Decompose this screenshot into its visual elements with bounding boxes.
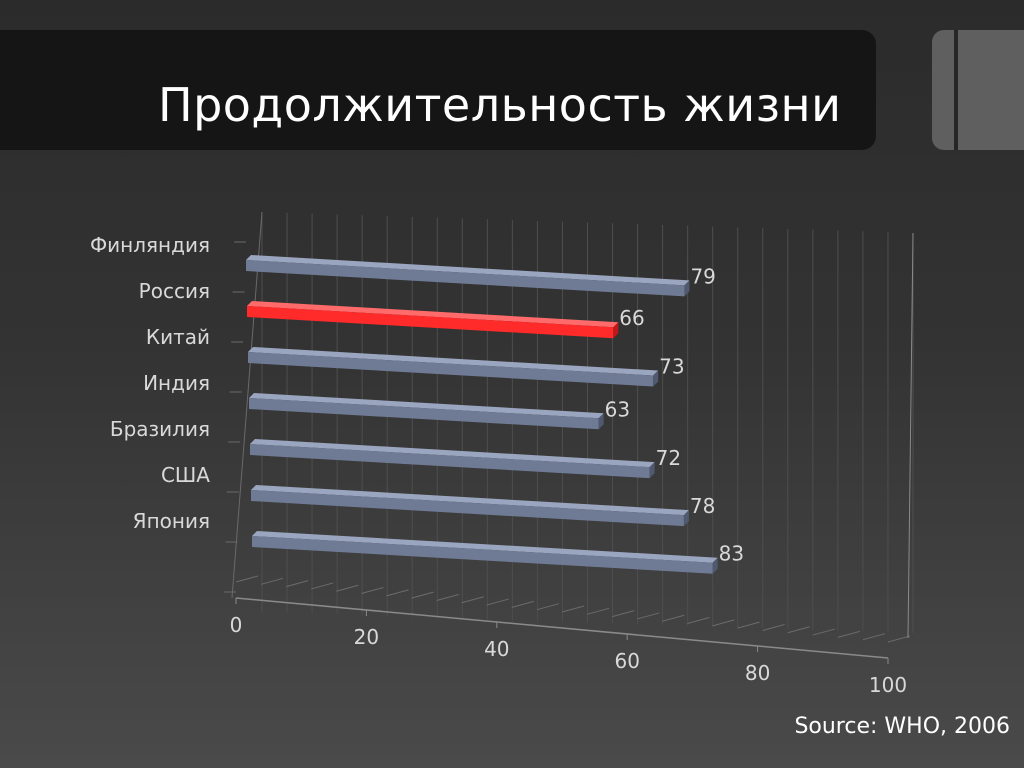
floor-gridline [662,614,685,622]
bar-top [247,301,619,328]
floor-gridline [837,630,860,638]
data-label: 73 [659,354,684,378]
category-label: Россия [139,279,210,303]
data-label: 66 [619,306,644,330]
bar [252,536,713,574]
bar-top [252,531,718,563]
bar [248,352,654,387]
x-tick-label: 60 [614,649,639,673]
floor-gridline [762,623,785,631]
x-tick-label: 80 [745,661,770,685]
decorative-block [932,30,1024,150]
bar-end [649,462,655,479]
bar [251,490,684,527]
category-label: Бразилия [110,417,210,441]
floor-gridline [612,610,635,618]
floor-gridline [812,628,835,636]
floor-gridline [386,589,409,597]
floor-gridline [411,591,434,599]
bar-highlight [247,306,614,339]
floor-gridline [436,593,459,601]
floor-gridline [311,582,334,590]
data-label: 63 [605,397,630,421]
floor-gridline [336,584,359,592]
x-tick-label: 20 [354,625,379,649]
bar-end [712,557,718,574]
floor-gridline [561,605,585,613]
floor-gridline [461,596,484,604]
bar-end [613,322,619,339]
data-label: 83 [719,542,744,566]
x-tick-label: 100 [869,673,907,697]
right-wall-edge [907,232,914,639]
category-label: Финляндия [90,233,210,257]
bar-top [251,485,689,516]
floor-gridline [637,612,660,620]
floor-gridline [511,600,534,608]
floor-gridline [887,635,911,643]
floor-gridline [361,587,384,595]
floor-gridline [260,577,284,585]
decorative-stripe [954,30,958,150]
floor-gridline [687,617,710,625]
x-tick-label: 0 [230,613,243,637]
bar-end [653,370,659,387]
floor-gridline [486,598,509,606]
bar-top [248,347,659,376]
floor-gridline [712,619,735,627]
bar-end [684,280,690,297]
title-bar [0,30,876,150]
left-wall-edge [231,211,263,599]
data-label: 72 [656,446,681,470]
x-tick-label: 40 [484,637,509,661]
bar-top [250,439,655,468]
slide-title: Продолжительность жизни [158,78,842,132]
bar [249,398,599,430]
source-note: Source: WHO, 2006 [794,714,1010,739]
bar-top [249,393,604,419]
floor-gridline [536,603,560,611]
floor-gridline [286,580,309,588]
bar [246,260,685,297]
bar-end [683,510,689,527]
floor-gridline [862,633,886,641]
floor-gridline [235,575,259,583]
data-label: 79 [690,264,715,288]
category-label: Япония [133,509,210,533]
floor-gridline [586,607,610,615]
x-axis-line [235,597,889,659]
bar-end [598,413,604,430]
category-label: Индия [143,371,210,395]
bar [250,444,650,479]
floor-gridline [737,621,760,629]
bar-top [246,255,690,286]
category-label: Китай [146,325,210,349]
floor-gridline [787,626,810,634]
data-label: 78 [690,494,715,518]
category-label: США [161,463,210,487]
